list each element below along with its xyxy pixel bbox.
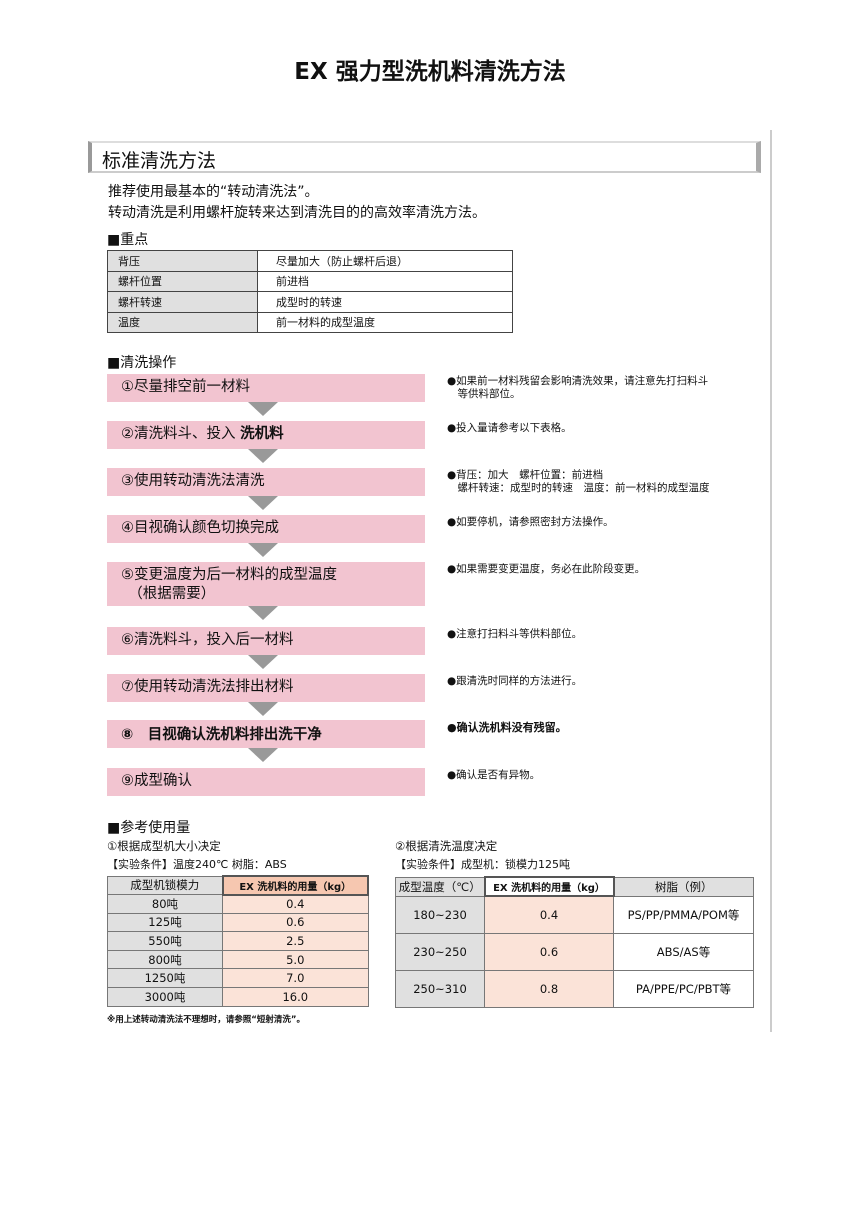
- step-label: ⑨成型确认: [121, 773, 192, 789]
- table-row: 80吨 0.4: [107, 894, 369, 914]
- amount: 0.4: [222, 894, 369, 914]
- table-row: 800吨 5.0: [107, 949, 369, 970]
- operations-heading: ■清洗操作: [107, 355, 177, 371]
- table-row: 温度 前一材料的成型温度: [107, 311, 513, 333]
- key-value: 尽量加大（防止螺杆后退）: [257, 250, 513, 272]
- key-value: 前一材料的成型温度: [257, 311, 513, 333]
- key-value: 前进档: [257, 270, 513, 292]
- table-row: 180~230 0.4 PS/PP/PMMA/POM等: [395, 895, 754, 934]
- table-row: 螺杆转速 成型时的转速: [107, 291, 513, 313]
- column-header: 成型机锁模力: [107, 875, 223, 896]
- arrow-down-icon: [248, 543, 278, 557]
- reference-heading: ■参考使用量: [107, 820, 191, 836]
- left-condition: 【实验条件】温度240℃ 树脂：ABS: [107, 858, 287, 871]
- left-subtitle: ①根据成型机大小决定: [107, 839, 221, 853]
- step-label: ⑧ 目视确认洗机料排出洗干净: [121, 727, 322, 743]
- amount: 2.5: [222, 931, 369, 951]
- step-1: ①尽量排空前一材料: [107, 374, 425, 402]
- table-row: 230~250 0.6 ABS/AS等: [395, 932, 754, 971]
- intro-line: 推荐使用最基本的“转动清洗法”。: [108, 184, 319, 200]
- amount: 7.0: [222, 968, 369, 989]
- step-label: ①尽量排空前一材料: [121, 379, 250, 395]
- temperature-range: 230~250: [395, 932, 485, 971]
- table-row: 250~310 0.8 PA/PPE/PC/PBT等: [395, 969, 754, 1008]
- resin-example: PS/PP/PMMA/POM等: [613, 895, 754, 934]
- key-label: 螺杆转速: [107, 291, 258, 313]
- key-points-table: 背压 尽量加大（防止螺杆后退） 螺杆位置 前进档 螺杆转速 成型时的转速 温度 前一材料的成型…: [107, 250, 513, 333]
- step-note: ●确认是否有异物。: [447, 769, 541, 781]
- clamp-force: 1250吨: [107, 968, 223, 989]
- column-header: EX 洗机料的用量（kg）: [483, 876, 615, 897]
- column-header: EX 洗机料的用量（kg）: [221, 875, 369, 896]
- arrow-down-icon: [248, 402, 278, 416]
- clamp-force: 3000吨: [107, 987, 223, 1007]
- step-4: ④目视确认颜色切换完成: [107, 515, 425, 543]
- amount: 5.0: [222, 949, 369, 970]
- resin-example: PA/PPE/PC/PBT等: [613, 969, 754, 1008]
- step-note: ●如果需要变更温度，务必在此阶段变更。: [447, 563, 646, 575]
- clamp-force: 550吨: [107, 931, 223, 951]
- right-condition: 【实验条件】成型机：锁模力125吨: [395, 858, 570, 871]
- arrow-down-icon: [248, 748, 278, 762]
- amount: 0.4: [484, 895, 614, 934]
- step-2: ②清洗料斗、投入 洗机料: [107, 421, 425, 449]
- clamp-force: 80吨: [107, 894, 223, 914]
- step-8: ⑧ 目视确认洗机料排出洗干净: [107, 720, 425, 748]
- page-title: EX 强力型洗机料清洗方法: [294, 59, 566, 85]
- intro-line: 转动清洗是利用螺杆旋转来达到清洗目的的高效率清洗方法。: [108, 205, 486, 221]
- key-label: 螺杆位置: [107, 270, 258, 292]
- clamp-force: 125吨: [107, 912, 223, 933]
- amount: 16.0: [222, 987, 369, 1007]
- arrow-down-icon: [248, 702, 278, 716]
- amount: 0.8: [484, 969, 614, 1008]
- step-label: ⑥清洗料斗，投入后一材料: [121, 632, 294, 648]
- step-label: ②清洗料斗、投入: [121, 426, 241, 442]
- key-value: 成型时的转速: [257, 291, 513, 313]
- step-note: ●跟清洗时同样的方法进行。: [447, 675, 583, 687]
- table-row: 125吨 0.6: [107, 912, 369, 933]
- step-note: ●投入量请参考以下表格。: [447, 422, 572, 434]
- resin-example: ABS/AS等: [613, 932, 754, 971]
- right-subtitle: ②根据清洗温度决定: [395, 839, 498, 853]
- key-label: 温度: [107, 311, 258, 333]
- key-label: 背压: [107, 250, 258, 272]
- arrow-down-icon: [248, 496, 278, 510]
- arrow-down-icon: [248, 606, 278, 620]
- table-row: 背压 尽量加大（防止螺杆后退）: [107, 250, 513, 272]
- step-6: ⑥清洗料斗，投入后一材料: [107, 627, 425, 655]
- temperature-range: 250~310: [395, 969, 485, 1008]
- machine-size-table: 成型机锁模力 EX 洗机料的用量（kg） 80吨 0.4 125吨 0.6 550吨 2.5…: [107, 875, 369, 1007]
- step-5: ⑤变更温度为后一材料的成型温度 （根据需要）: [107, 562, 425, 606]
- table-row: 550吨 2.5: [107, 931, 369, 951]
- table-row: 螺杆位置 前进档: [107, 270, 513, 292]
- footnote: ※用上述转动清洗法不理想时，请参照“短射清洗”。: [107, 1015, 305, 1025]
- table-row: 3000吨 16.0: [107, 987, 369, 1007]
- amount: 0.6: [222, 912, 369, 933]
- step-note: ●如果前一材料残留会影响清洗效果，请注意先打扫料斗 等供料部位。: [447, 375, 709, 400]
- step-label: ⑦使用转动清洗法排出材料: [121, 679, 294, 695]
- step-3: ③使用转动清洗法清洗: [107, 468, 425, 496]
- step-note: ●如要停机，请参照密封方法操作。: [447, 516, 614, 528]
- step-note: ●注意打扫料斗等供料部位。: [447, 628, 583, 640]
- step-label: ③使用转动清洗法清洗: [121, 473, 265, 489]
- step-label-bold: 洗机料: [240, 426, 284, 442]
- temperature-table: 成型温度（℃） EX 洗机料的用量（kg） 树脂（例） 180~230 0.4 PS/P…: [395, 876, 754, 1008]
- arrow-down-icon: [248, 449, 278, 463]
- column-header: 成型温度（℃）: [395, 876, 485, 897]
- step-label: ⑤变更温度为后一材料的成型温度 （根据需要）: [121, 567, 337, 602]
- step-note: ●背压：加大 螺杆位置：前进档 螺杆转速：成型时的转速 温度：前一材料的成型温度: [447, 469, 710, 494]
- step-9: ⑨成型确认: [107, 768, 425, 796]
- step-label: ④目视确认颜色切换完成: [121, 520, 279, 536]
- key-points-heading: ■重点: [107, 232, 149, 248]
- divider: [770, 130, 772, 1032]
- temperature-range: 180~230: [395, 895, 485, 934]
- column-header: 树脂（例）: [613, 876, 754, 897]
- section-header: 标准清洗方法: [88, 141, 761, 173]
- amount: 0.6: [484, 932, 614, 971]
- table-row: 1250吨 7.0: [107, 968, 369, 989]
- step-7: ⑦使用转动清洗法排出材料: [107, 674, 425, 702]
- clamp-force: 800吨: [107, 949, 223, 970]
- step-note: ●确认洗机料没有残留。: [447, 721, 567, 734]
- arrow-down-icon: [248, 655, 278, 669]
